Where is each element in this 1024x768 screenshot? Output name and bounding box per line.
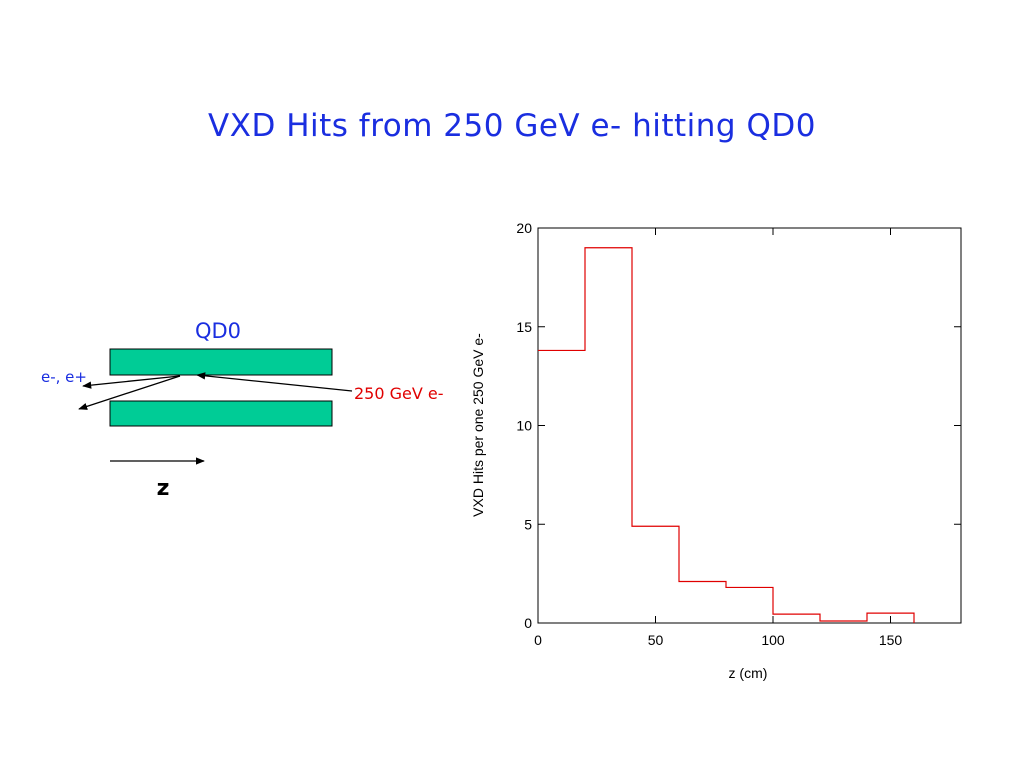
histogram-line	[538, 247, 915, 623]
y-tick-label: 10	[516, 418, 532, 434]
x-tick-label: 100	[761, 632, 785, 648]
tick-label-layer: 0 5 10 15 20 0 50 100 150	[516, 220, 902, 648]
outgoing-particle-arrow-lower	[78, 375, 181, 410]
y-tick-label: 20	[516, 220, 532, 236]
y-axis-label: VXD Hits per one 250 GeV e-	[470, 333, 486, 517]
histogram-bins	[538, 248, 914, 621]
outgoing-particle-arrow-upper	[82, 375, 181, 389]
magnet-upper-pole	[109, 348, 333, 376]
outgoing-particles-label: e-, e+	[41, 368, 87, 386]
y-tick-label: 0	[524, 615, 532, 631]
magnet-label: QD0	[195, 319, 241, 343]
y-tick-label: 15	[516, 319, 532, 335]
x-tick-label: 150	[879, 632, 903, 648]
slide-title: VXD Hits from 250 GeV e- hitting QD0	[208, 108, 816, 144]
tick-layer	[537, 227, 961, 624]
incoming-electron-label: 250 GeV e-	[354, 384, 444, 403]
x-tick-label: 0	[534, 632, 542, 648]
x-tick-label: 50	[648, 632, 664, 648]
incoming-electron-arrow	[196, 372, 353, 392]
y-tick-label: 5	[524, 516, 532, 532]
magnet-lower-pole	[109, 400, 333, 427]
z-axis-label: z	[157, 476, 170, 501]
plot-frame	[537, 227, 962, 624]
x-axis-label: z (cm)	[729, 665, 768, 681]
